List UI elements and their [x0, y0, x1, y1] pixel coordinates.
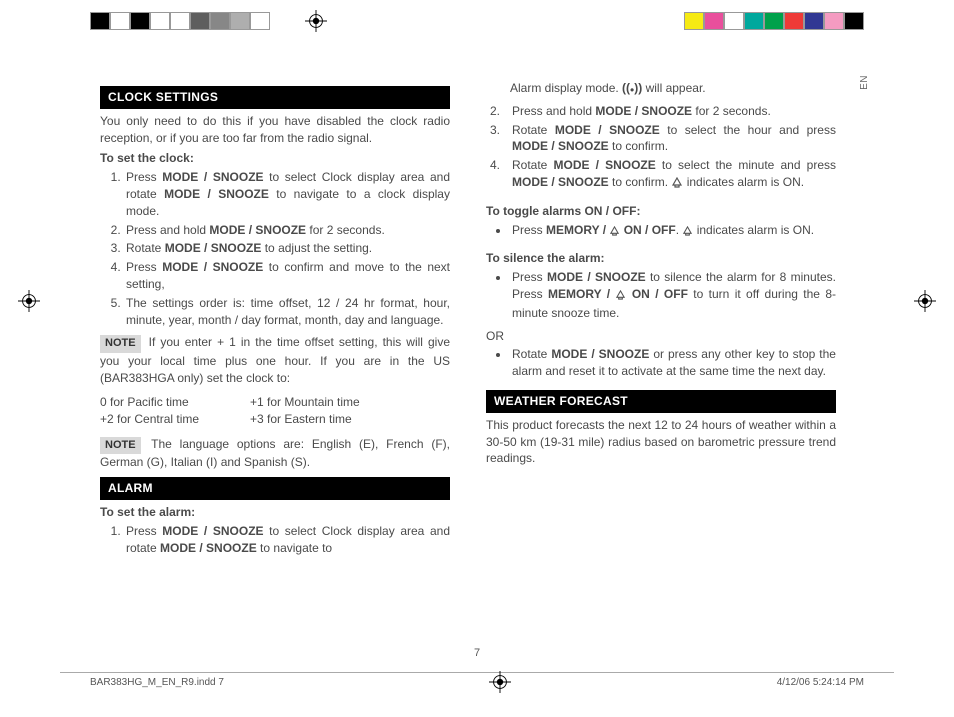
alarm-steps-start: Press MODE / SNOOZE to select Clock disp…: [100, 523, 450, 557]
clock-note-1: NOTE If you enter + 1 in the time offset…: [100, 334, 450, 386]
footer-timestamp: 4/12/06 5:24:14 PM: [777, 677, 864, 688]
page-number: 7: [474, 647, 480, 659]
clock-intro: You only need to do this if you have dis…: [100, 113, 450, 147]
list-item: Press MODE / SNOOZE to confirm and move …: [124, 259, 450, 293]
alarm-steps-cont: Press and hold MODE / SNOOZE for 2 secon…: [486, 103, 836, 193]
list-item: Press MODE / SNOOZE to silence the alarm…: [510, 269, 836, 321]
alarm-icon: [682, 224, 693, 241]
list-item: Rotate MODE / SNOOZE to select the minut…: [510, 157, 836, 193]
list-item: Rotate MODE / SNOOZE or press any other …: [510, 346, 836, 380]
alarm-subhead: To set the alarm:: [100, 504, 450, 521]
or-text: OR: [486, 328, 836, 345]
section-header-clock: CLOCK SETTINGS: [100, 86, 450, 109]
list-item: Press MODE / SNOOZE to select Clock disp…: [124, 523, 450, 557]
print-color-bars: [0, 0, 954, 40]
alarm-icon: [615, 288, 626, 305]
colorbar-left: [90, 12, 270, 30]
toggle-list: Press MEMORY / ON / OFF. indicates alarm…: [486, 222, 836, 241]
page-content: CLOCK SETTINGS You only need to do this …: [0, 40, 954, 572]
weather-body: This product forecasts the next 12 to 24…: [486, 417, 836, 467]
silence-list-2: Rotate MODE / SNOOZE or press any other …: [486, 346, 836, 380]
footer-filename: BAR383HG_M_EN_R9.indd 7: [90, 677, 224, 688]
list-item: Press and hold MODE / SNOOZE for 2 secon…: [510, 103, 836, 120]
column-left: CLOCK SETTINGS You only need to do this …: [100, 80, 450, 562]
registration-mark-icon: [914, 290, 936, 312]
clock-subhead: To set the clock:: [100, 150, 450, 167]
list-item: Rotate MODE / SNOOZE to adjust the setti…: [124, 240, 450, 257]
list-item: Press MEMORY / ON / OFF. indicates alarm…: [510, 222, 836, 241]
note-tag: NOTE: [100, 335, 141, 352]
clock-note-2: NOTE The language options are: English (…: [100, 436, 450, 471]
registration-mark-icon: [18, 290, 40, 312]
alarm-icon: [671, 176, 683, 193]
list-item: Press MODE / SNOOZE to select Clock disp…: [124, 169, 450, 219]
colorbar-right: [684, 12, 864, 30]
alarm-icon: [609, 224, 620, 241]
column-right: Alarm display mode. ((•)) will appear. P…: [486, 80, 836, 562]
silence-subhead: To silence the alarm:: [486, 250, 836, 267]
toggle-subhead: To toggle alarms ON / OFF:: [486, 203, 836, 220]
timezone-table: 0 for Pacific time+1 for Mountain time +…: [100, 394, 450, 428]
registration-mark-icon: [489, 671, 511, 693]
list-item: Rotate MODE / SNOOZE to select the hour …: [510, 122, 836, 156]
clock-steps: Press MODE / SNOOZE to select Clock disp…: [100, 169, 450, 328]
list-item: Press and hold MODE / SNOOZE for 2 secon…: [124, 222, 450, 239]
section-header-weather: WEATHER FORECAST: [486, 390, 836, 413]
note-tag: NOTE: [100, 437, 141, 454]
list-item: The settings order is: time offset, 12 /…: [124, 295, 450, 329]
alarm-cont: Alarm display mode. ((•)) will appear.: [486, 80, 836, 99]
silence-list-1: Press MODE / SNOOZE to silence the alarm…: [486, 269, 836, 321]
registration-mark-icon: [305, 10, 327, 32]
section-header-alarm: ALARM: [100, 477, 450, 500]
language-indicator: EN: [859, 75, 870, 90]
print-footer: BAR383HG_M_EN_R9.indd 7 4/12/06 5:24:14 …: [90, 671, 864, 693]
